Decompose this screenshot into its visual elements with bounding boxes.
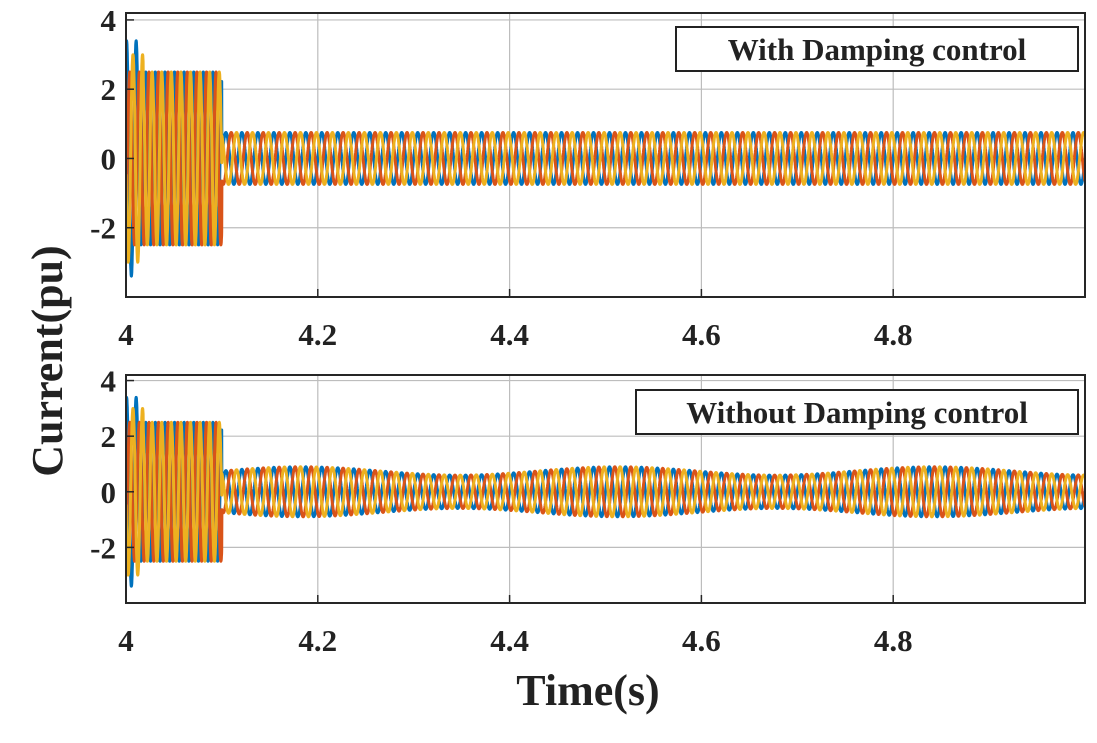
bottom-y-tick-label: 0 bbox=[101, 475, 117, 510]
top-legend-text: With Damping control bbox=[728, 32, 1027, 67]
bottom-panel: 4 4.2 4.4 4.6 4.8 -2 0 2 4 Without Damping cont… bbox=[90, 364, 1086, 658]
top-panel-x-ticks: 4 4.2 4.4 4.6 4.8 bbox=[118, 289, 913, 352]
top-y-tick-label: 2 bbox=[101, 72, 117, 107]
top-y-tick-label: -2 bbox=[90, 211, 116, 246]
bottom-y-tick-label: -2 bbox=[90, 530, 116, 565]
bottom-x-tick-label: 4.6 bbox=[682, 623, 721, 658]
bottom-panel-frame bbox=[125, 374, 1086, 604]
bottom-series-phase-b bbox=[126, 420, 1085, 563]
bottom-panel-y-ticks: -2 0 2 4 bbox=[90, 364, 134, 565]
bottom-series-phase-c bbox=[126, 407, 1085, 577]
bottom-x-tick-label: 4.8 bbox=[874, 623, 913, 658]
bottom-x-tick-label: 4 bbox=[118, 623, 134, 658]
top-x-tick-label: 4.8 bbox=[874, 317, 913, 352]
top-series-phase-b bbox=[126, 70, 1085, 247]
top-y-tick-label: 4 bbox=[101, 3, 117, 38]
bottom-panel-legend: Without Damping control bbox=[635, 389, 1079, 435]
top-x-tick-label: 4.6 bbox=[682, 317, 721, 352]
bottom-legend-box bbox=[635, 389, 1079, 435]
top-x-tick-label: 4.2 bbox=[298, 317, 337, 352]
top-panel-series bbox=[126, 39, 1085, 278]
top-x-tick-label: 4 bbox=[118, 317, 134, 352]
bottom-series-phase-a bbox=[126, 395, 1085, 588]
bottom-y-tick-label: 4 bbox=[101, 364, 117, 399]
y-axis-label: Current(pu) bbox=[23, 245, 72, 476]
top-legend-box bbox=[675, 26, 1079, 72]
bottom-x-tick-label: 4.2 bbox=[298, 623, 337, 658]
top-x-tick-label: 4.4 bbox=[490, 317, 529, 352]
bottom-panel-series bbox=[126, 395, 1085, 588]
top-panel-y-ticks: -2 0 2 4 bbox=[90, 3, 134, 246]
top-panel-frame bbox=[125, 12, 1086, 298]
x-axis-label: Time(s) bbox=[516, 666, 659, 715]
bottom-legend-text: Without Damping control bbox=[686, 395, 1028, 430]
bottom-x-tick-label: 4.4 bbox=[490, 623, 529, 658]
top-panel: 4 4.2 4.4 4.6 4.8 -2 0 2 4 With Damping control bbox=[90, 3, 1086, 352]
top-panel-legend: With Damping control bbox=[675, 26, 1079, 72]
top-series-phase-c bbox=[126, 53, 1085, 264]
bottom-panel-x-ticks: 4 4.2 4.4 4.6 4.8 bbox=[118, 595, 913, 658]
top-y-tick-label: 0 bbox=[101, 141, 117, 176]
top-series-phase-a bbox=[126, 39, 1085, 278]
bottom-y-tick-label: 2 bbox=[101, 419, 117, 454]
